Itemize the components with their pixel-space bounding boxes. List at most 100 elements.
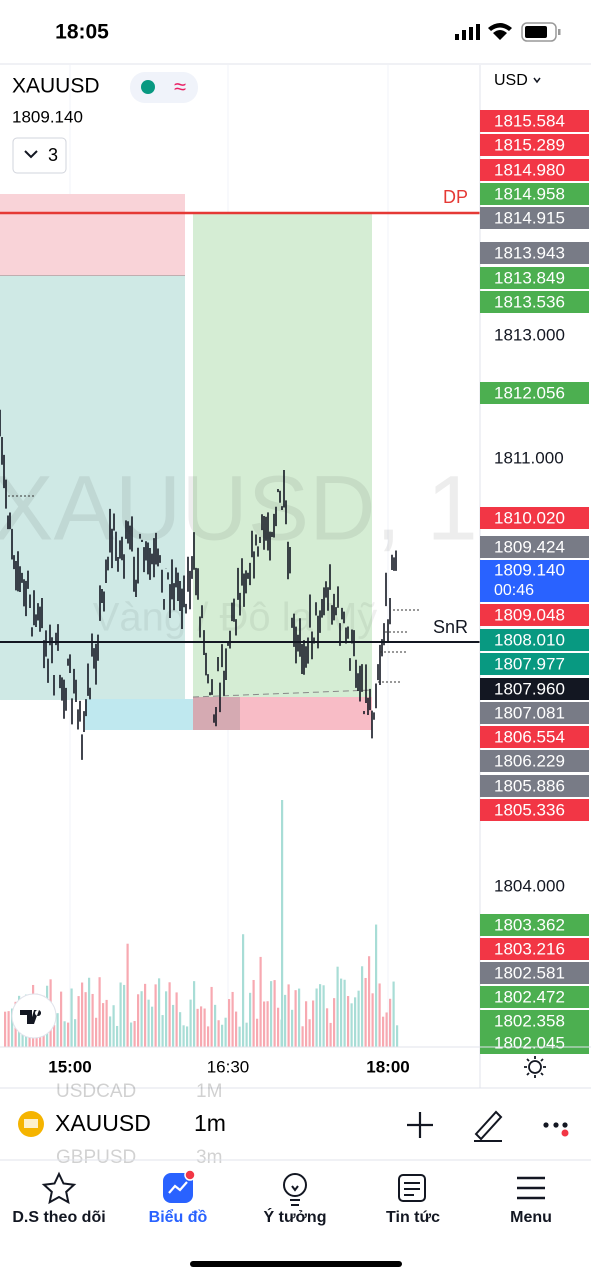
volume-bar [123, 984, 126, 1047]
currency[interactable]: USD [494, 72, 528, 89]
volume-bar [329, 1022, 332, 1047]
indicators-toggle[interactable] [12, 137, 67, 174]
volume-bar [291, 1009, 294, 1047]
price-label-bg [480, 629, 589, 651]
price-label: 1809.140 [494, 560, 565, 579]
badge [184, 1169, 196, 1181]
watchlist-icon[interactable] [41, 1171, 77, 1205]
currency-chevron [533, 77, 541, 84]
nav-tab-label[interactable]: Biểu đồ [149, 1208, 208, 1226]
volume-bar [74, 1019, 77, 1047]
volume-bar [238, 1026, 241, 1047]
settings-icon[interactable] [524, 1056, 546, 1078]
volume-bar [56, 1013, 59, 1047]
volume-series [4, 800, 399, 1047]
nav-tab-label[interactable]: Menu [510, 1209, 552, 1226]
price-label-bg [480, 702, 589, 724]
ideas-icon[interactable] [283, 1173, 307, 1206]
volume-bar [130, 1022, 133, 1047]
volume-bar [81, 982, 84, 1047]
price-label: 1805.336 [494, 800, 565, 819]
draw-button[interactable] [474, 1110, 503, 1142]
volume-bar [277, 1007, 280, 1047]
volume-bar [105, 999, 108, 1047]
menu-icon[interactable] [517, 1176, 545, 1200]
price-label-bg [480, 207, 589, 229]
faded-symbol: USDCAD [56, 1081, 136, 1102]
price-label: 1807.977 [494, 654, 565, 673]
price-label-bg [480, 536, 589, 558]
volume-bar [364, 977, 367, 1047]
price-label-bg [480, 183, 589, 205]
volume-bar [175, 992, 178, 1047]
faded-interval: 1M [196, 1081, 222, 1102]
toolbar-symbol[interactable]: XAUUSD [55, 1110, 151, 1136]
status-icons [455, 22, 561, 42]
price-label: 1806.229 [494, 751, 565, 770]
volume-bar [7, 1011, 10, 1047]
volume-bar [347, 996, 350, 1047]
volume-bar [112, 1005, 115, 1047]
volume-bar [266, 1001, 269, 1047]
volume-bar [270, 981, 273, 1047]
price-label: 1802.358 [494, 1011, 565, 1030]
price-label-bg [480, 1032, 589, 1054]
countdown: 00:46 [494, 582, 534, 599]
price-label: 1813.943 [494, 243, 565, 262]
price-label-bg [480, 604, 589, 626]
nav-tabs: D.S theo dõi Biểu đồ Ý tưởng Tin tức Menu [12, 1207, 552, 1226]
price-label-bg [480, 986, 589, 1008]
price-label: 1802.472 [494, 987, 565, 1006]
volume-bar [189, 999, 192, 1047]
status-pill[interactable] [130, 72, 198, 103]
volume-bar [70, 988, 73, 1047]
volume-bar [98, 977, 101, 1047]
volume-bar [84, 992, 87, 1047]
volume-bar [165, 991, 168, 1047]
nav-tab-label[interactable]: D.S theo dõi [12, 1209, 105, 1226]
price-label: 1809.048 [494, 605, 565, 624]
volume-bar [284, 994, 287, 1047]
price-label: 1803.216 [494, 939, 565, 958]
price-label-bg [480, 1010, 589, 1032]
watermark-subtitle: Vàng / Đô la Mỹ [93, 596, 378, 640]
volume-bar [126, 943, 129, 1047]
volume-bar [357, 990, 360, 1047]
volume-bar [168, 982, 171, 1047]
volume-bar [273, 980, 276, 1047]
status-time: 18:05 [55, 21, 109, 44]
volume-bar [200, 1006, 203, 1047]
volume-bar [63, 1021, 66, 1047]
volume-bar [305, 1001, 308, 1047]
symbol: XAUUSD [12, 75, 100, 98]
faded-symbol: GBPUSD [56, 1147, 136, 1168]
indicator-count: 3 [48, 145, 58, 165]
price-label: 1813.000 [494, 325, 565, 344]
nav-tab-label[interactable]: Tin tức [386, 1209, 440, 1226]
volume-bar [385, 1012, 388, 1047]
price-label: 1812.056 [494, 383, 565, 402]
toolbar-interval[interactable]: 1m [194, 1110, 226, 1136]
volume-bar [375, 924, 378, 1047]
more-button[interactable] [543, 1122, 569, 1137]
volume-bar [217, 1020, 220, 1047]
volume-bar [249, 992, 252, 1047]
price-label-bg [480, 750, 589, 772]
price-label-bg [480, 726, 589, 748]
price-label-bg [480, 134, 589, 156]
volume-bar [312, 1000, 315, 1047]
price-label: 1814.915 [494, 208, 565, 227]
price-label-bg [480, 560, 589, 602]
time-label: 15:00 [48, 1057, 91, 1076]
volume-bar [210, 986, 213, 1047]
add-button[interactable] [407, 1112, 433, 1138]
volume-bar [389, 998, 392, 1047]
volume-bar [378, 983, 381, 1047]
volume-bar [287, 984, 290, 1047]
volume-bar [298, 988, 301, 1047]
volume-bar [326, 1008, 329, 1047]
price-label: 1811.000 [494, 448, 564, 467]
news-icon[interactable] [398, 1174, 426, 1202]
nav-tab-label[interactable]: Ý tưởng [264, 1207, 327, 1226]
